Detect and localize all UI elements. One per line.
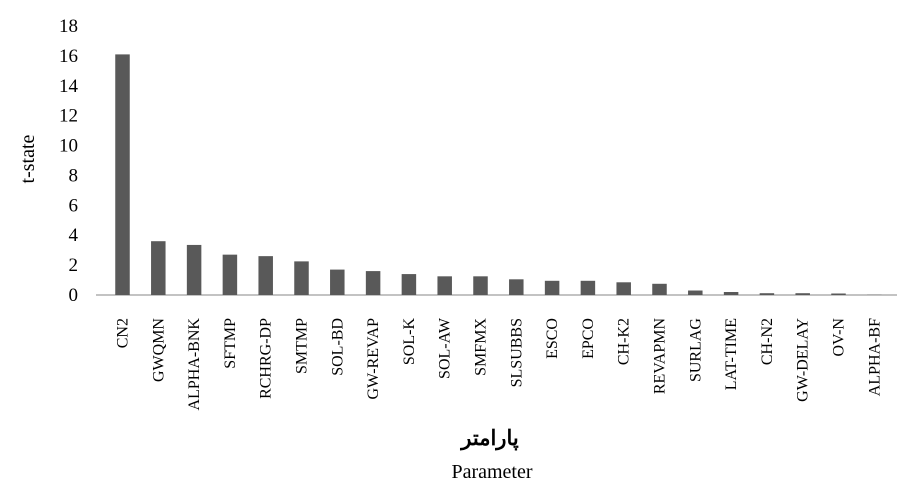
bar <box>652 283 667 295</box>
bar <box>473 276 488 295</box>
bar <box>759 293 775 295</box>
bar <box>401 274 417 295</box>
x-tick-label: GW-REVAP <box>365 318 382 400</box>
x-tick-label: SOL-BD <box>329 318 346 376</box>
x-tick-label: CN2 <box>115 318 132 348</box>
x-tick-label: SMTMP <box>294 318 311 374</box>
x-tick-label: ESCO <box>544 318 561 359</box>
bar <box>509 279 524 295</box>
bar <box>365 271 381 295</box>
y-axis-title: t-state <box>17 134 39 183</box>
x-tick-label: ALPHA-BF <box>866 318 883 396</box>
bar <box>222 254 238 295</box>
y-tick-label: 18 <box>59 16 78 37</box>
x-tick-label: EPCO <box>580 318 597 359</box>
bar <box>258 256 273 295</box>
bar <box>795 293 810 295</box>
x-tick-labels: CN2 GWQMN ALPHA-BNK SFTMP RCHRG-DP SMTMP SOL-B… <box>115 317 884 411</box>
x-tick-label: GW-DELAY <box>795 318 812 402</box>
bar <box>151 241 166 295</box>
x-axis-title-persian: پارامتر <box>459 426 519 451</box>
bar <box>186 244 202 295</box>
x-tick-label: CH-N2 <box>759 318 776 365</box>
x-tick-label: SURLAG <box>687 318 704 382</box>
y-tick-label: 14 <box>59 76 79 97</box>
bar <box>544 280 560 295</box>
y-tick-label: 0 <box>69 285 79 306</box>
x-tick-label: GWQMN <box>150 318 167 382</box>
bar <box>580 280 596 295</box>
x-axis-title: Parameter <box>451 461 532 483</box>
bar <box>330 269 345 295</box>
bar <box>616 282 631 295</box>
y-tick-label: 4 <box>69 225 79 246</box>
bar <box>831 293 846 295</box>
x-tick-label: REVAPMN <box>652 318 669 395</box>
bar <box>437 276 452 295</box>
bar <box>294 261 309 295</box>
x-tick-label: RCHRG-DP <box>258 318 275 399</box>
y-tick-label: 8 <box>69 165 79 186</box>
y-tick-labels: 0 2 4 6 8 10 12 14 16 18 <box>59 16 79 306</box>
y-tick-label: 10 <box>59 136 78 157</box>
x-tick-label: SMFMX <box>473 318 490 376</box>
bars <box>115 54 882 296</box>
x-tick-label: SLSUBBS <box>508 318 525 387</box>
y-tick-label: 16 <box>59 46 78 67</box>
x-tick-label: ALPHA-BNK <box>186 318 203 411</box>
x-tick-label: CH-K2 <box>616 318 633 365</box>
bar <box>115 54 130 296</box>
y-tick-label: 12 <box>59 106 78 127</box>
bar <box>688 290 703 295</box>
x-tick-label: SOL-AW <box>437 317 454 379</box>
x-tick-label: OV-N <box>831 318 848 357</box>
y-tick-label: 2 <box>69 255 79 276</box>
bar <box>723 292 739 295</box>
x-tick-label: SFTMP <box>222 318 239 369</box>
x-tick-label: LAT-TIME <box>723 318 740 390</box>
x-tick-label: SOL-K <box>401 318 418 366</box>
y-tick-label: 6 <box>69 195 79 216</box>
